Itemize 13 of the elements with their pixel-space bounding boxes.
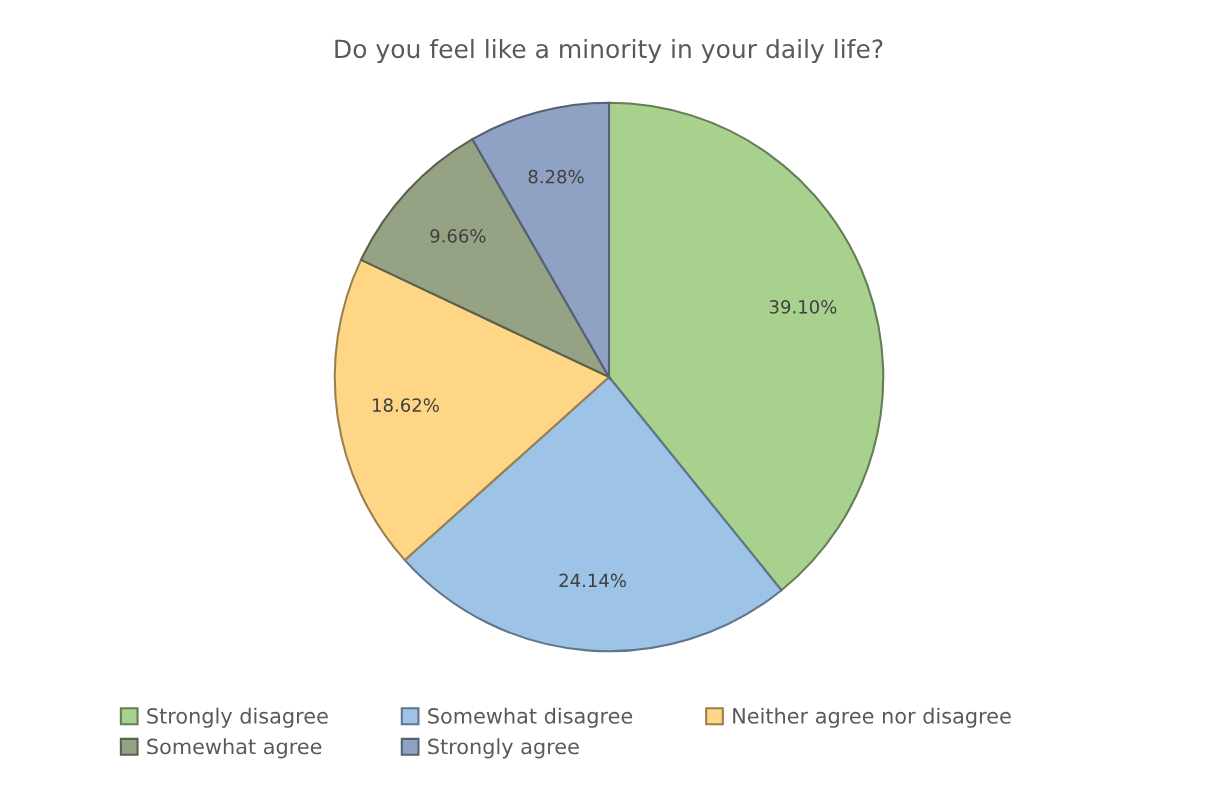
legend-label: Somewhat disagree [428, 707, 633, 728]
chart-title: Do you feel like a minority in your daily life? [335, 38, 883, 64]
data-label: 24.14% [559, 573, 626, 588]
data-label: 18.62% [373, 398, 439, 412]
pie-slice [359, 138, 611, 379]
pie-slice [333, 258, 611, 562]
data-label: 39.10% [769, 299, 837, 314]
legend-label: Somewhat agree [147, 738, 322, 759]
legend-label: Neither agree nor disagree [733, 707, 1011, 728]
data-label: 8.28% [528, 169, 584, 184]
legend-label: Strongly disagree [147, 707, 328, 728]
legend-label: Strongly agree [428, 738, 579, 759]
data-label: 9.66% [430, 229, 486, 243]
